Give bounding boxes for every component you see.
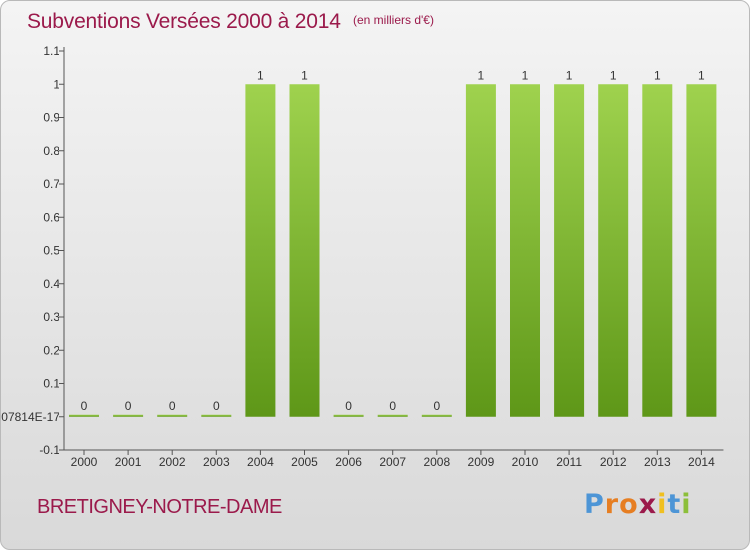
x-tick-label: 2002 — [159, 455, 186, 469]
y-tick-label: 0.7 — [43, 177, 60, 191]
x-tick-label: 2006 — [335, 455, 362, 469]
y-tick-label: 0.6 — [43, 210, 60, 224]
x-tick-label: 2007 — [379, 455, 406, 469]
x-tick-label: 2009 — [468, 455, 495, 469]
bar — [333, 414, 364, 417]
logo-letter: i — [681, 489, 692, 520]
proxiti-logo: Proxiti — [584, 489, 692, 520]
chart-unit: (en milliers d'€) — [353, 13, 434, 27]
bar-data-label: 1 — [522, 68, 529, 82]
y-tick-label: 0.4 — [43, 277, 60, 291]
y-tick-label: 0.1 — [43, 377, 60, 391]
bar — [245, 84, 276, 417]
bar — [113, 414, 144, 417]
bar-data-label: 1 — [654, 68, 661, 82]
y-tick-label: 0.9 — [43, 111, 60, 125]
x-tick-label: 2000 — [71, 455, 98, 469]
bar — [598, 84, 629, 417]
y-tick-label: 1 — [53, 77, 60, 91]
bar-data-label: 0 — [81, 399, 88, 413]
bar — [377, 414, 408, 417]
bar — [157, 414, 188, 417]
y-tick-label: 0.2 — [43, 343, 60, 357]
bar — [686, 84, 717, 417]
bar-data-label: 1 — [257, 68, 264, 82]
bar-data-label: 1 — [478, 68, 485, 82]
logo-letter: x — [638, 489, 658, 520]
x-tick-label: 2010 — [512, 455, 539, 469]
commune-name: BRETIGNEY-NOTRE-DAME — [37, 496, 282, 518]
x-tick-label: 2011 — [556, 455, 582, 469]
x-tick-label: 2004 — [247, 455, 274, 469]
bar-data-label: 1 — [698, 68, 705, 82]
bar-data-label: 0 — [433, 399, 440, 413]
x-tick-label: 2003 — [203, 455, 230, 469]
y-tick-label: 0.8 — [43, 144, 60, 158]
x-tick-label: 2001 — [115, 455, 142, 469]
logo-letter: i — [657, 489, 668, 520]
bar-data-label: 1 — [566, 68, 573, 82]
x-tick-label: 2005 — [291, 455, 318, 469]
logo-letter: o — [619, 489, 639, 520]
logo-letter: r — [604, 489, 620, 520]
bar — [554, 84, 585, 417]
y-tick-label: -0.1 — [39, 443, 60, 457]
x-tick-label: 2013 — [644, 455, 671, 469]
bar — [465, 84, 496, 417]
y-tick-label: 1.3877787807814E-17 — [1, 410, 60, 424]
bar — [510, 84, 540, 417]
bar-data-label: 0 — [389, 399, 396, 413]
logo-letter: P — [584, 489, 605, 520]
bar — [201, 414, 232, 417]
bar-data-label: 0 — [125, 399, 132, 413]
x-tick-label: 2008 — [423, 455, 450, 469]
bar-data-label: 0 — [213, 399, 220, 413]
y-tick-labels: 1.1 1 0.9 0.8 0.7 0.6 0.5 0.4 0.3 0.2 0.1 1.3877787… — [1, 44, 60, 457]
bar-data-label: 0 — [169, 399, 176, 413]
bar-data-label: 1 — [301, 68, 308, 82]
bar — [289, 84, 320, 417]
bar — [69, 414, 99, 417]
y-tick-label: 0.5 — [43, 244, 60, 258]
y-tick-label: 1.1 — [43, 44, 60, 58]
x-tick-label: 2014 — [688, 455, 715, 469]
bar-data-label: 1 — [610, 68, 617, 82]
bar — [421, 414, 452, 417]
x-tick-label: 2012 — [600, 455, 627, 469]
bar — [642, 84, 673, 417]
logo-letter: t — [667, 489, 682, 520]
y-tick-label: 0.3 — [43, 310, 60, 324]
bar-data-label: 0 — [345, 399, 352, 413]
chart-title: Subventions Versées 2000 à 2014 — [27, 10, 341, 33]
